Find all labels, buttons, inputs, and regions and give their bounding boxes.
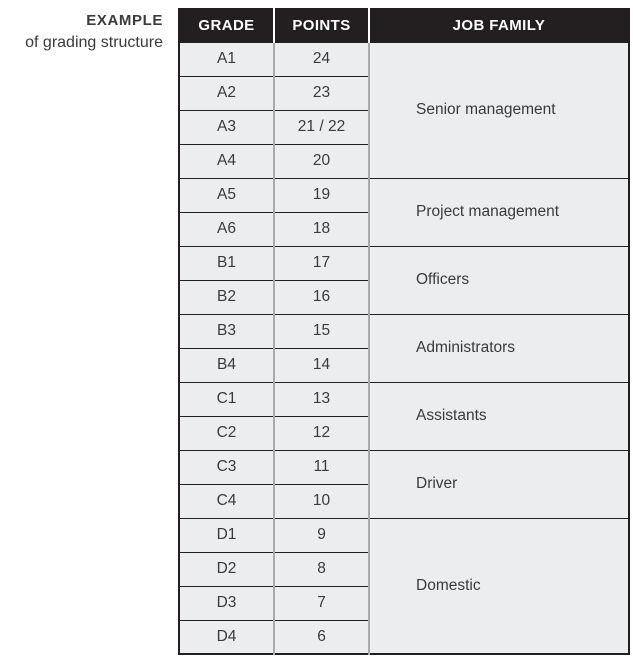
job-family-cell: Assistants (368, 381, 629, 450)
caption: EXAMPLE of grading structure (0, 10, 163, 54)
points-cell: 11 (273, 449, 369, 484)
grade-cell: A1 (179, 41, 274, 76)
points-cell: 9 (273, 517, 369, 552)
grade-cell: C2 (179, 415, 274, 450)
table-row: D4 6 (179, 619, 629, 654)
points-cell: 18 (273, 211, 369, 246)
points-cell: 10 (273, 483, 369, 518)
table-row: D2 8 (179, 551, 629, 586)
table-row: B3 15 Administrators (179, 313, 629, 382)
points-cell: 13 (273, 381, 369, 416)
points-cell: 16 (273, 279, 369, 314)
table-row: A1 24 Senior management (179, 41, 629, 178)
grade-cell: D2 (179, 551, 274, 586)
table-row: D3 7 (179, 585, 629, 620)
caption-subtitle: of grading structure (25, 34, 163, 51)
column-header-grade: GRADE (179, 9, 274, 43)
grade-cell: C4 (179, 483, 274, 518)
points-cell: 23 (273, 75, 369, 110)
table-row: A6 18 (179, 211, 629, 246)
table-row: D1 9 Domestic (179, 517, 629, 654)
points-cell: 17 (273, 245, 369, 280)
grade-cell: B2 (179, 279, 274, 314)
points-cell: 12 (273, 415, 369, 450)
points-cell: 21 / 22 (273, 109, 369, 144)
grade-cell: C1 (179, 381, 274, 416)
job-family-cell: Senior management (368, 41, 629, 178)
table-body: A1 24 Senior management A2 23 A3 21 / 22 A4 20 A5… (179, 41, 629, 654)
caption-title: EXAMPLE (86, 12, 163, 29)
grade-cell: B4 (179, 347, 274, 382)
job-family-cell: Domestic (368, 517, 629, 654)
grade-cell: B1 (179, 245, 274, 280)
points-cell: 7 (273, 585, 369, 620)
table-row: A3 21 / 22 (179, 109, 629, 144)
table-row: C1 13 Assistants (179, 381, 629, 450)
table-row: A4 20 (179, 143, 629, 178)
column-header-points: POINTS (273, 9, 369, 43)
points-cell: 24 (273, 41, 369, 76)
job-family-cell: Driver (368, 449, 629, 518)
table-row: B1 17 Officers (179, 245, 629, 314)
grade-cell: C3 (179, 449, 274, 484)
grade-cell: D4 (179, 619, 274, 654)
table-row: A2 23 (179, 75, 629, 110)
job-family-cell: Project management (368, 177, 629, 246)
points-cell: 19 (273, 177, 369, 212)
grading-structure-table: GRADE POINTS JOB FAMILY A1 24 Senior manag… (178, 8, 630, 655)
table-header-row: GRADE POINTS JOB FAMILY (179, 9, 629, 43)
points-cell: 6 (273, 619, 369, 654)
job-family-cell: Administrators (368, 313, 629, 382)
column-header-job-family: JOB FAMILY (368, 9, 629, 43)
grade-cell: B3 (179, 313, 274, 348)
grade-cell: A3 (179, 109, 274, 144)
points-cell: 14 (273, 347, 369, 382)
points-cell: 8 (273, 551, 369, 586)
table-row: C2 12 (179, 415, 629, 450)
grade-cell: A2 (179, 75, 274, 110)
grade-cell: A4 (179, 143, 274, 178)
table-row: B2 16 (179, 279, 629, 314)
grade-cell: D3 (179, 585, 274, 620)
grade-cell: D1 (179, 517, 274, 552)
table-row: B4 14 (179, 347, 629, 382)
job-family-cell: Officers (368, 245, 629, 314)
grade-cell: A5 (179, 177, 274, 212)
grade-cell: A6 (179, 211, 274, 246)
points-cell: 15 (273, 313, 369, 348)
table-row: A5 19 Project management (179, 177, 629, 246)
table-row: C3 11 Driver (179, 449, 629, 518)
points-cell: 20 (273, 143, 369, 178)
table-row: C4 10 (179, 483, 629, 518)
